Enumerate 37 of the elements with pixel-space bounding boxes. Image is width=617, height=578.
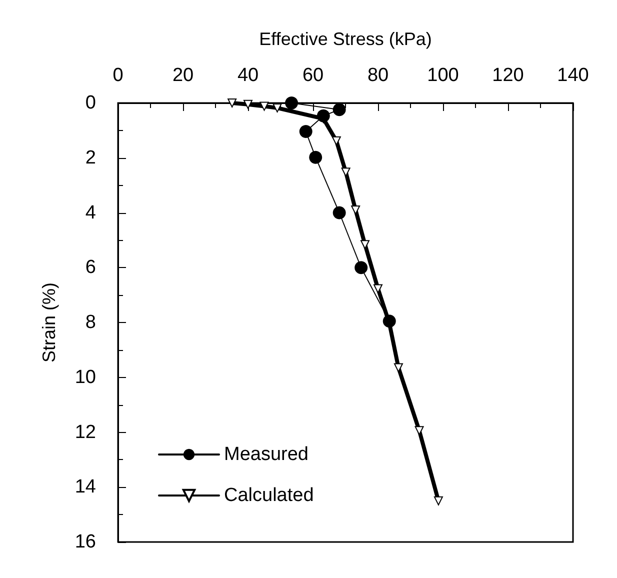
x-tick-label: 120 <box>492 65 524 86</box>
point <box>382 314 396 328</box>
point <box>244 100 252 109</box>
point <box>332 103 346 116</box>
x-tick-label: 140 <box>557 65 589 86</box>
point <box>299 125 312 138</box>
x-tick-label: 0 <box>112 65 124 86</box>
point <box>316 109 330 122</box>
x-tick-label: 40 <box>237 65 259 86</box>
y-tick-label: 6 <box>85 257 96 278</box>
point <box>228 98 237 108</box>
point <box>309 150 322 164</box>
y-tick-label: 0 <box>85 92 96 114</box>
point <box>260 102 269 111</box>
point <box>354 261 368 274</box>
y-tick-label: 10 <box>74 366 96 388</box>
y-tick-label: 4 <box>85 202 96 224</box>
point <box>332 206 346 220</box>
y-axis-title: Strain (%) <box>39 282 59 363</box>
y-tick-label: 14 <box>74 476 96 498</box>
point <box>332 136 341 146</box>
point <box>374 284 382 294</box>
y-tick-label: 2 <box>85 147 96 168</box>
point <box>434 496 443 506</box>
y-tick-label: 16 <box>74 532 96 552</box>
point <box>272 103 282 112</box>
y-tick-label: 12 <box>74 422 96 443</box>
point <box>394 363 403 372</box>
legend-label: Measured <box>224 444 308 465</box>
x-tick-label: 100 <box>427 65 459 86</box>
x-tick-label: 20 <box>172 65 194 86</box>
legend-label: Calculated <box>224 485 314 506</box>
x-axis-title: Effective Stress (kPa) <box>259 29 432 49</box>
x-tick-label: 80 <box>367 65 389 86</box>
x-tick-label: 60 <box>302 65 324 86</box>
y-tick-label: 8 <box>85 312 96 333</box>
point <box>285 96 298 110</box>
